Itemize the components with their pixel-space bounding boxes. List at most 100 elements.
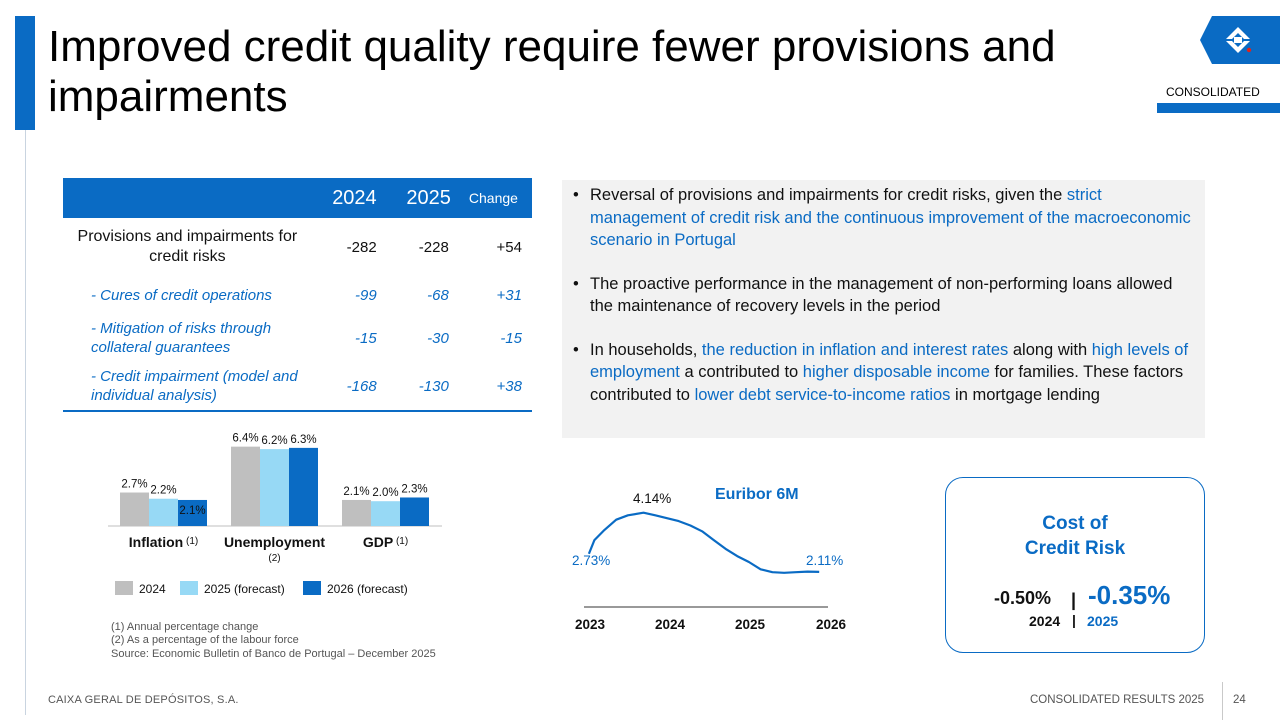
category-label: Unemployment — [224, 534, 325, 550]
table-header-change: Change — [454, 178, 532, 218]
bar — [371, 501, 400, 526]
table-header-2025: 2025 — [377, 178, 455, 218]
peak-label: 4.14% — [633, 491, 671, 506]
row-label: - Mitigation of risks through collateral… — [91, 320, 272, 356]
bullet-highlight: strict management of credit risk and the… — [590, 186, 1191, 249]
table-header-2024: 2024 — [311, 178, 378, 218]
bar-value-label: 2.1% — [179, 505, 205, 517]
legend-swatch — [180, 581, 198, 595]
bullet-highlight: high levels of employment — [590, 340, 1189, 382]
x-tick-label: 2024 — [655, 617, 686, 632]
commentary-box: Reversal of provisions and impairments f… — [562, 180, 1205, 438]
bar-value-label: 6.4% — [232, 433, 258, 445]
legend-label: 2025 (forecast) — [204, 582, 285, 596]
table-header-row: 2024 2025 Change — [63, 178, 532, 218]
bar — [120, 492, 149, 526]
category-note: (1) — [183, 536, 198, 547]
bullet-highlight: higher disposable income — [802, 363, 990, 381]
cost-of-risk-year-2025: 2025 — [1087, 613, 1119, 629]
row-2024: -15 — [355, 329, 377, 347]
title-accent-bar — [15, 16, 35, 130]
bar-value-label: 6.2% — [261, 435, 287, 447]
legend-swatch — [115, 581, 133, 595]
x-tick-label: 2023 — [575, 617, 606, 632]
bullet-text: for families. These factors contributed … — [590, 363, 1184, 404]
row-change: +38 — [454, 362, 532, 412]
footer-report-title: CONSOLIDATED RESULTS 2025 — [1030, 694, 1205, 706]
bullet-item: The proactive performance in the managem… — [573, 273, 1193, 318]
footer-separator — [1222, 682, 1223, 720]
consolidated-bar — [1157, 103, 1280, 113]
table-row: - Cures of credit operations -99 -68 +31 — [63, 276, 532, 314]
category-note: (1) — [393, 536, 408, 547]
cost-of-risk-2024: -0.50% — [994, 588, 1052, 608]
page-number: 24 — [1233, 694, 1246, 706]
cost-of-risk-2025: -0.35% — [1088, 580, 1171, 610]
table-row: - Credit impairment (model and individua… — [63, 362, 532, 412]
row-change: -15 — [500, 329, 522, 347]
category-label: Inflation (1) — [129, 534, 198, 550]
row-change: +31 — [496, 286, 522, 304]
legend-swatch — [303, 581, 321, 595]
bar-value-label: 2.3% — [401, 483, 427, 495]
consolidated-label: CONSOLIDATED — [1166, 85, 1260, 99]
bar — [400, 497, 429, 526]
row-label: Provisions and impairments for credit ri… — [77, 228, 298, 265]
row-2025: -130 — [377, 362, 455, 412]
euribor-line — [587, 511, 820, 574]
bullet-text: a contributed to — [679, 363, 803, 381]
table-header-label — [63, 178, 312, 218]
bar — [178, 499, 207, 526]
row-2024: -168 — [311, 362, 378, 412]
left-divider-line — [25, 130, 26, 715]
cost-of-risk-separator: | — [1071, 590, 1077, 610]
cost-of-risk-year-separator: | — [1072, 612, 1076, 628]
bullet-text: In households, — [590, 340, 702, 359]
row-change: +54 — [496, 238, 522, 256]
cost-of-risk-box: Cost of Credit Risk -0.50% | -0.35% 2024… — [945, 477, 1205, 653]
x-tick-label: 2026 — [816, 617, 847, 632]
cost-of-risk-title-line1: Cost of — [1042, 513, 1108, 534]
category-note: (2) — [268, 553, 280, 564]
cost-of-risk-year-2024: 2024 — [1029, 613, 1061, 629]
bar — [149, 498, 178, 526]
end-label: 2.11% — [806, 553, 843, 568]
table-row: - Mitigation of risks through collateral… — [63, 314, 532, 362]
bullet-item: Reversal of provisions and impairments f… — [573, 184, 1193, 252]
euribor-line-chart: Euribor 6M 4.14% 2.73% 2.11% 2023 2024 2025 202… — [572, 486, 847, 632]
row-label: - Cures of credit operations — [91, 286, 272, 304]
chart-title: Euribor 6M — [715, 486, 799, 503]
page-title: Improved credit quality require fewer pr… — [48, 22, 1056, 121]
bar-value-label: 2.1% — [343, 486, 369, 498]
x-tick-label: 2025 — [735, 617, 766, 632]
footnote-source: Source: Economic Bulletin of Banco de Po… — [111, 648, 436, 660]
legend-label: 2024 — [139, 582, 166, 596]
row-2024: -99 — [355, 286, 377, 304]
cost-of-risk-title: Cost of Credit Risk — [946, 511, 1204, 561]
footer-company: CAIXA GERAL DE DEPÓSITOS, S.A. — [48, 694, 239, 706]
category-label: GDP (1) — [363, 534, 408, 550]
bar-value-label: 2.2% — [150, 485, 176, 497]
footnote-2: (2) As a percentage of the labour force — [111, 634, 299, 646]
cost-of-risk-title-line2: Credit Risk — [1024, 538, 1126, 559]
cgd-logo[interactable] — [1200, 16, 1280, 64]
bar-value-label: 2.0% — [372, 487, 398, 499]
bullet-text: along with — [1008, 340, 1092, 359]
bar — [289, 447, 318, 526]
footnote-1: (1) Annual percentage change — [111, 621, 259, 633]
cgd-logo-icon — [1226, 27, 1252, 53]
legend-label: 2026 (forecast) — [327, 582, 408, 596]
bullet-text: Reversal of provisions and impairments f… — [590, 186, 1067, 204]
provisions-table: 2024 2025 Change Provisions and impairme… — [63, 178, 532, 412]
bullet-item: In households, the reduction in inflatio… — [573, 339, 1193, 407]
row-2025: -68 — [427, 286, 449, 304]
bullet-highlight: the reduction in inflation and interest … — [701, 340, 1009, 359]
bullet-text: The proactive performance in the managem… — [590, 274, 1173, 316]
bar — [342, 499, 371, 526]
bar-value-label: 2.7% — [121, 479, 147, 491]
macro-bar-chart: 2.7%2.2%2.1%Inflation (1)6.4% 6.2% 6.3%Une… — [108, 433, 442, 596]
bullet-text: in mortgage lending — [950, 385, 1100, 404]
bar — [231, 446, 260, 526]
table-row: Provisions and impairments for credit ri… — [63, 218, 532, 276]
row-label: - Credit impairment (model and individua… — [63, 362, 312, 412]
